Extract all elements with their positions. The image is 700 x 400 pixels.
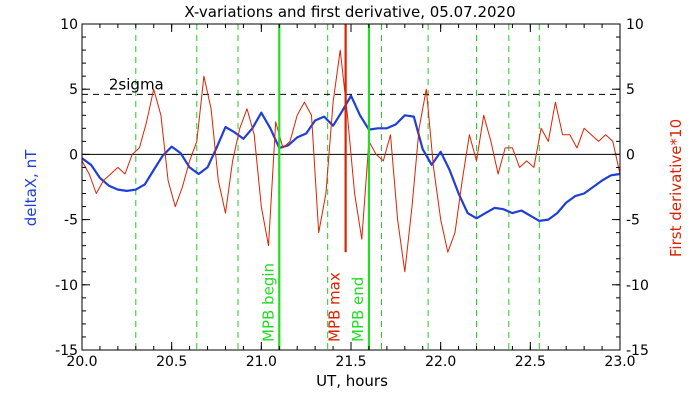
x-tick-label-2: 21.0 <box>246 354 277 370</box>
axes <box>81 23 621 351</box>
x-tick-label-0: 20.0 <box>66 354 97 370</box>
x-tick-label-6: 23.0 <box>604 354 635 370</box>
y-tick-label-right-3: 0 <box>626 147 635 163</box>
chart-title: X-variations and first derivative, 05.07… <box>184 3 515 21</box>
y-tick-label-left-2: -5 <box>64 213 78 229</box>
plot-area: 2sigma MPB begin MPB max MPB end <box>81 24 621 350</box>
x-tick-label-4: 22.0 <box>425 354 456 370</box>
y-axis-right-title: First derivative*10 <box>667 119 685 257</box>
threshold-label: 2sigma <box>109 75 164 93</box>
y-tick-label-right-4: 5 <box>626 82 635 98</box>
series-derivative-line <box>81 49 621 273</box>
y-tick-label-left-3: 0 <box>69 147 78 163</box>
y-tick-label-right-2: -5 <box>626 213 640 229</box>
x-tick-label-3: 21.5 <box>335 354 366 370</box>
y-tick-label-right-5: 10 <box>626 17 644 33</box>
y-tick-label-left-0: -15 <box>55 343 78 359</box>
y-tick-label-right-0: -15 <box>626 343 649 359</box>
x-tick-label-1: 20.5 <box>156 354 187 370</box>
y-tick-label-left-4: 5 <box>69 82 78 98</box>
mpb-end-label: MPB end <box>349 277 367 342</box>
axis-tick-labels: 20.0 20.5 21.0 21.5 22.0 22.5 23.0-15 -15-10 -10… <box>55 17 649 370</box>
mpb-max-label: MPB max <box>326 272 344 342</box>
series-deltax-line <box>81 94 621 222</box>
mpb-begin-label: MPB begin <box>259 263 277 342</box>
y-tick-label-left-1: -10 <box>55 278 78 294</box>
y-tick-label-left-5: 10 <box>60 17 78 33</box>
y-tick-label-right-1: -10 <box>626 278 649 294</box>
x-tick-label-5: 22.5 <box>515 354 546 370</box>
x-axis-title: UT, hours <box>316 372 388 390</box>
y-axis-left-title: deltaX, nT <box>22 149 40 226</box>
